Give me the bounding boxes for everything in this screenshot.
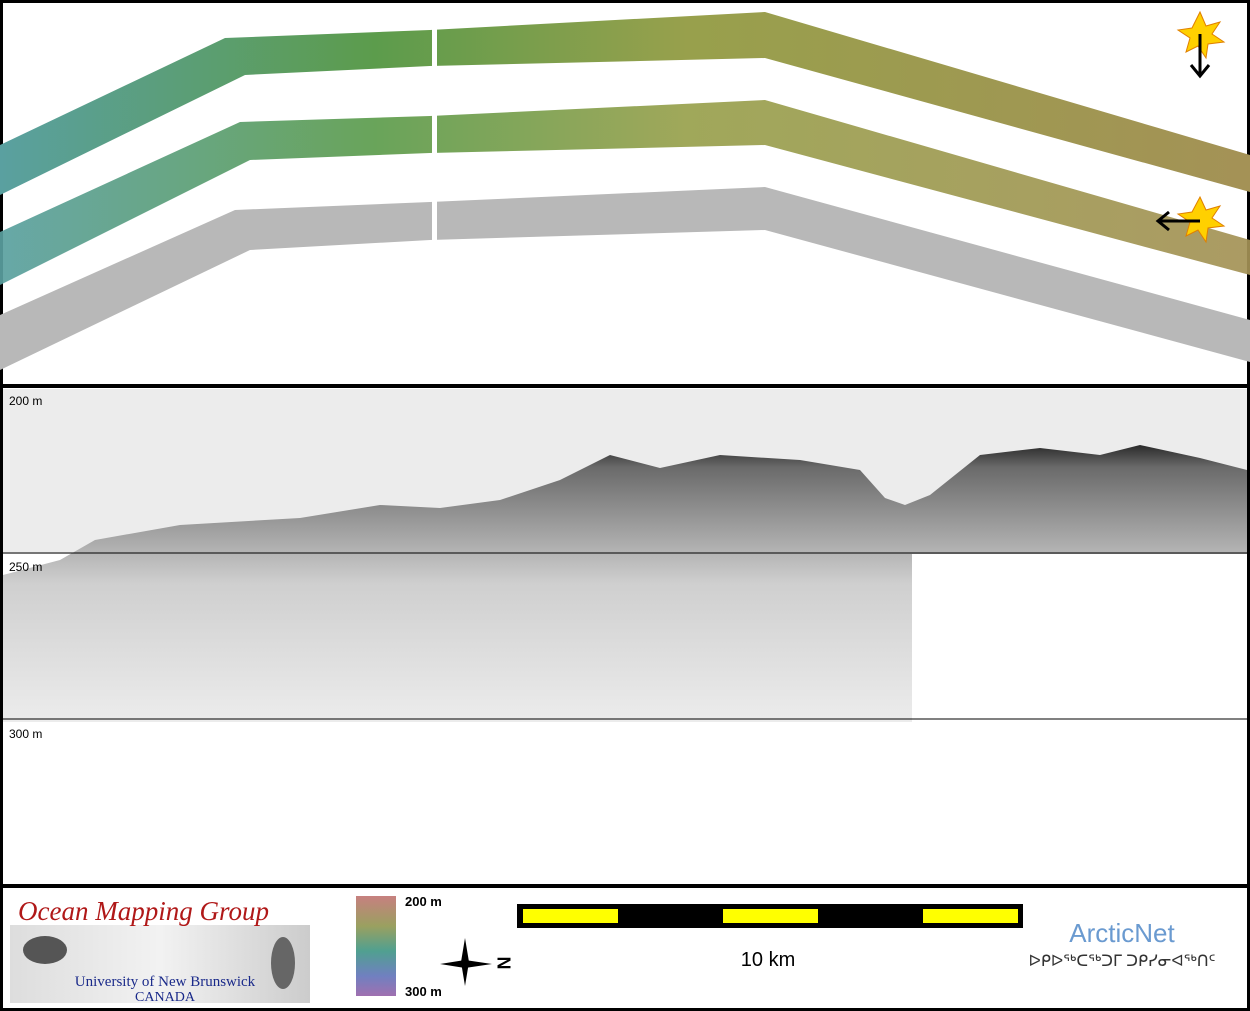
profile: 200 m 250 m 300 m: [3, 389, 1247, 741]
swath-backscatter: [0, 187, 1250, 370]
scale-bar: 10 km: [517, 904, 1023, 971]
colorbar-label: 300 m: [405, 984, 442, 999]
depth-label: 200 m: [9, 394, 42, 408]
seafloor-echo: [3, 445, 1247, 722]
logo-university: University of New Brunswick: [75, 974, 256, 990]
compass-label: N: [493, 957, 513, 970]
depth-label: 250 m: [9, 560, 42, 574]
partner-name: ArcticNet: [1069, 918, 1175, 948]
sun-icon: [1155, 195, 1226, 244]
scale-label: 10 km: [741, 949, 795, 971]
colorbar-label: 200 m: [405, 894, 442, 909]
swath-gap: [432, 20, 437, 250]
partner-inuktitut: ᐅᑭᐅᖅᑕᖅᑐᒥ ᑐᑭᓯᓂᐊᖅᑎᑦ: [1029, 953, 1216, 970]
colorbar: [356, 896, 396, 996]
logo-country: CANADA: [135, 990, 196, 1005]
omg-logo: Ocean Mapping Group University of New Br…: [10, 896, 310, 1005]
swath-map: [0, 10, 1250, 370]
logo-title: Ocean Mapping Group: [18, 896, 269, 926]
swath-shaded: [0, 12, 1250, 195]
swath-colored: [0, 100, 1250, 285]
compass: N: [440, 938, 513, 986]
sun-icon: [1176, 10, 1226, 79]
depth-label: 300 m: [9, 727, 42, 741]
